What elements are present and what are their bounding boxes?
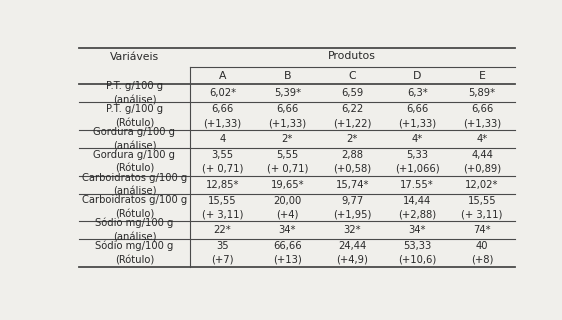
Text: Carboidratos g/100 g
(análise): Carboidratos g/100 g (análise): [82, 172, 187, 196]
Text: 4*: 4*: [411, 134, 423, 144]
Text: E: E: [479, 71, 486, 81]
Text: 53,33
(+10,6): 53,33 (+10,6): [398, 241, 436, 265]
Text: P.T. g/100 g
(análise): P.T. g/100 g (análise): [106, 82, 163, 106]
Text: Gordura g/100 g
(Rótulo): Gordura g/100 g (Rótulo): [93, 150, 175, 174]
Text: A: A: [219, 71, 226, 81]
Text: 6,66
(+1,33): 6,66 (+1,33): [463, 104, 501, 128]
Text: Gordura g/100 g
(análise): Gordura g/100 g (análise): [93, 127, 175, 151]
Text: 4,44
(+0,89): 4,44 (+0,89): [463, 150, 501, 174]
Text: 9,77
(+1,95): 9,77 (+1,95): [333, 196, 371, 219]
Text: 22*: 22*: [214, 225, 232, 235]
Text: C: C: [348, 71, 356, 81]
Text: 6,22
(+1,22): 6,22 (+1,22): [333, 104, 371, 128]
Text: P.T. g/100 g
(Rótulo): P.T. g/100 g (Rótulo): [106, 104, 163, 128]
Text: 6,66
(+1,33): 6,66 (+1,33): [268, 104, 306, 128]
Text: 35
(+7): 35 (+7): [211, 241, 234, 265]
Text: 32*: 32*: [343, 225, 361, 235]
Text: 4*: 4*: [477, 134, 488, 144]
Text: 5,89*: 5,89*: [469, 88, 496, 99]
Text: B: B: [284, 71, 291, 81]
Text: Carboidratos g/100 g
(Rótulo): Carboidratos g/100 g (Rótulo): [82, 196, 187, 220]
Text: 24,44
(+4,9): 24,44 (+4,9): [336, 241, 368, 265]
Text: 2*: 2*: [282, 134, 293, 144]
Text: 34*: 34*: [409, 225, 426, 235]
Text: 20,00
(+4): 20,00 (+4): [273, 196, 301, 219]
Text: 4: 4: [219, 134, 225, 144]
Text: 6,02*: 6,02*: [209, 88, 236, 99]
Text: 15,74*: 15,74*: [336, 180, 369, 190]
Text: 5,33
(+1,066): 5,33 (+1,066): [395, 150, 439, 174]
Text: Variáveis: Variáveis: [110, 52, 159, 62]
Text: Sódio mg/100 g
(Rótulo): Sódio mg/100 g (Rótulo): [96, 241, 174, 265]
Text: D: D: [413, 71, 422, 81]
Text: 6,3*: 6,3*: [407, 88, 428, 99]
Text: 2*: 2*: [347, 134, 358, 144]
Text: 14,44
(+2,88): 14,44 (+2,88): [398, 196, 436, 219]
Text: Produtos: Produtos: [328, 51, 376, 61]
Text: 12,02*: 12,02*: [465, 180, 499, 190]
Text: 5,55
(+ 0,71): 5,55 (+ 0,71): [267, 150, 308, 174]
Text: 15,55
(+ 3,11): 15,55 (+ 3,11): [461, 196, 503, 219]
Text: 66,66
(+13): 66,66 (+13): [273, 241, 302, 265]
Text: 3,55
(+ 0,71): 3,55 (+ 0,71): [202, 150, 243, 174]
Text: 15,55
(+ 3,11): 15,55 (+ 3,11): [202, 196, 243, 219]
Text: 6,66
(+1,33): 6,66 (+1,33): [203, 104, 242, 128]
Text: 6,59: 6,59: [341, 88, 364, 99]
Text: 17.55*: 17.55*: [400, 180, 434, 190]
Text: 40
(+8): 40 (+8): [471, 241, 493, 265]
Text: 12,85*: 12,85*: [206, 180, 239, 190]
Text: 34*: 34*: [279, 225, 296, 235]
Text: 19,65*: 19,65*: [270, 180, 304, 190]
Text: Sódio mg/100 g
(análise): Sódio mg/100 g (análise): [96, 218, 174, 243]
Text: 6,66
(+1,33): 6,66 (+1,33): [398, 104, 436, 128]
Text: 5,39*: 5,39*: [274, 88, 301, 99]
Text: 74*: 74*: [473, 225, 491, 235]
Text: 2,88
(+0,58): 2,88 (+0,58): [333, 150, 371, 174]
